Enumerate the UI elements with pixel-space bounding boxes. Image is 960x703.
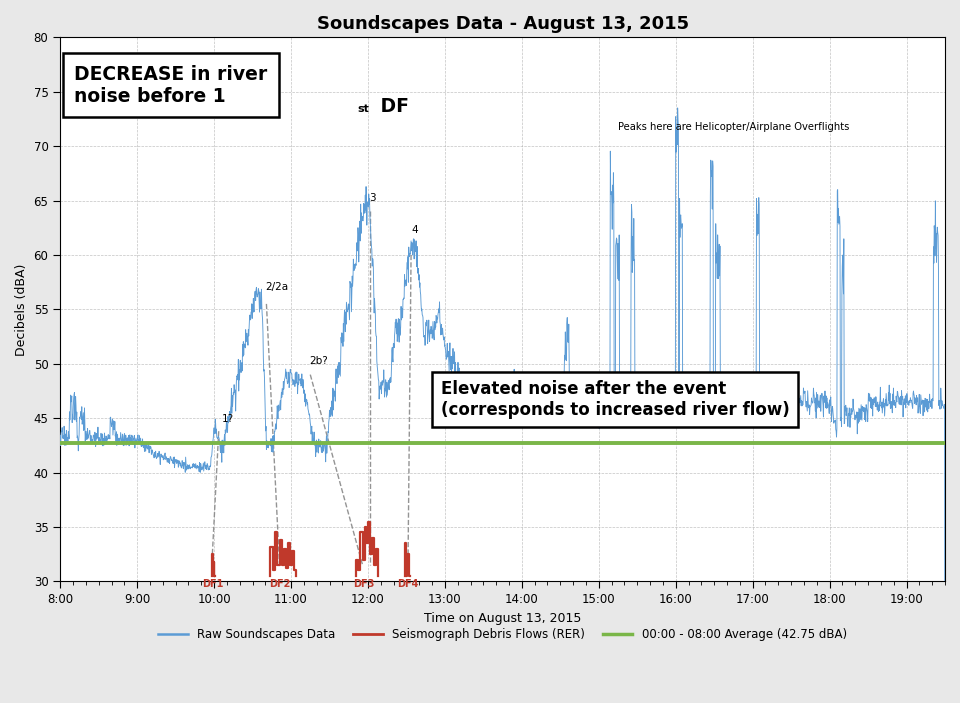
Title: Soundscapes Data - August 13, 2015: Soundscapes Data - August 13, 2015 bbox=[317, 15, 688, 33]
Text: DF2: DF2 bbox=[269, 579, 290, 589]
Text: 3: 3 bbox=[370, 193, 376, 202]
Text: st: st bbox=[357, 104, 369, 114]
Text: DF: DF bbox=[374, 97, 409, 116]
Text: Peaks here are Helicopter/Airplane Overflights: Peaks here are Helicopter/Airplane Overf… bbox=[618, 122, 850, 132]
Text: Elevated noise after the event
(corresponds to increased river flow): Elevated noise after the event (correspo… bbox=[441, 380, 789, 419]
Legend: Raw Soundscapes Data, Seismograph Debris Flows (RER), 00:00 - 08:00 Average (42.: Raw Soundscapes Data, Seismograph Debris… bbox=[154, 624, 852, 646]
Text: 4: 4 bbox=[412, 226, 419, 236]
Text: 2/2a: 2/2a bbox=[266, 282, 289, 292]
Text: 2b?: 2b? bbox=[309, 356, 328, 366]
Text: DF4: DF4 bbox=[397, 579, 419, 589]
Text: 1?: 1? bbox=[222, 413, 234, 424]
Text: DF3: DF3 bbox=[353, 579, 374, 589]
Text: DECREASE in river
noise before 1: DECREASE in river noise before 1 bbox=[74, 65, 267, 105]
X-axis label: Time on August 13, 2015: Time on August 13, 2015 bbox=[424, 612, 582, 625]
Text: DF1: DF1 bbox=[202, 579, 224, 589]
Y-axis label: Decibels (dBA): Decibels (dBA) bbox=[15, 263, 28, 356]
